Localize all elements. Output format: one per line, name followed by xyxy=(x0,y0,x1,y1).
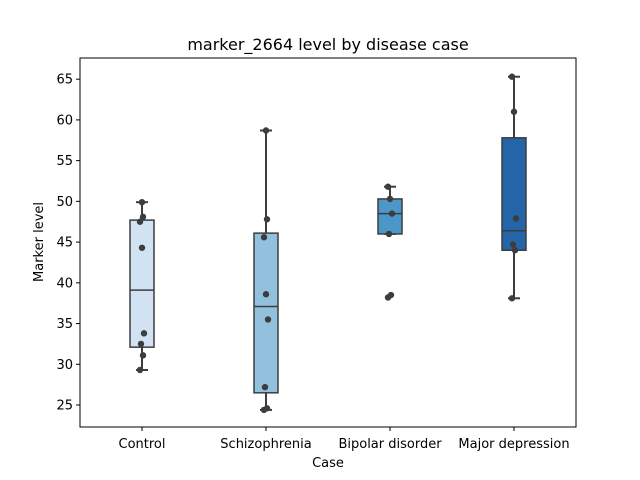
data-point xyxy=(139,213,147,221)
strip-points xyxy=(136,198,148,374)
y-tick-label: 60 xyxy=(56,113,73,128)
box-group xyxy=(129,201,155,371)
data-point xyxy=(385,230,393,238)
x-tick-label: Bipolar disorder xyxy=(338,437,442,452)
box-group xyxy=(377,185,403,300)
y-tick-label: 35 xyxy=(56,317,73,332)
y-tick-label: 40 xyxy=(56,276,73,291)
x-axis: Control Schizophrenia Bipolar disorder Majo… xyxy=(119,427,570,452)
y-tick-label: 45 xyxy=(56,236,73,251)
data-point xyxy=(508,73,516,80)
plot-area xyxy=(129,73,527,414)
box-iqr xyxy=(377,198,403,235)
data-point xyxy=(260,234,268,241)
data-point xyxy=(136,218,144,225)
data-point xyxy=(509,241,517,248)
data-point xyxy=(512,215,520,222)
y-tick-label: 25 xyxy=(56,399,73,414)
data-point xyxy=(263,216,271,223)
y-tick-label: 65 xyxy=(56,73,73,88)
x-axis-label: Case xyxy=(312,456,344,471)
x-tick-label: Major depression xyxy=(458,437,569,452)
box-iqr xyxy=(129,219,155,348)
data-point xyxy=(262,127,270,134)
data-point xyxy=(388,210,396,217)
y-tick-label: 55 xyxy=(56,154,73,169)
data-point xyxy=(510,108,518,115)
data-point xyxy=(386,195,394,203)
data-point xyxy=(139,352,147,359)
data-point xyxy=(261,383,269,391)
data-point xyxy=(136,366,144,374)
data-point xyxy=(140,330,148,337)
box-group xyxy=(501,75,527,300)
data-point xyxy=(511,247,519,254)
data-point xyxy=(138,198,146,206)
data-point xyxy=(263,405,271,412)
x-tick-label: Control xyxy=(119,437,166,452)
box-iqr xyxy=(253,232,279,394)
data-point xyxy=(262,291,270,298)
strip-points xyxy=(384,183,396,301)
strip-points xyxy=(260,127,272,414)
y-axis: 25 30 35 40 45 50 55 60 65 xyxy=(56,73,80,414)
data-point xyxy=(387,291,395,299)
x-tick-label: Schizophrenia xyxy=(220,437,311,452)
data-point xyxy=(264,316,272,323)
strip-points xyxy=(508,73,520,302)
box-group xyxy=(253,129,279,411)
y-axis-label: Marker level xyxy=(32,202,47,282)
data-point xyxy=(384,183,392,190)
box-iqr xyxy=(501,137,527,251)
y-tick-label: 50 xyxy=(56,195,73,210)
chart-title: marker_2664 level by disease case xyxy=(187,35,468,55)
data-point xyxy=(137,340,145,348)
y-tick-label: 30 xyxy=(56,358,73,373)
data-point xyxy=(508,295,516,302)
data-point xyxy=(138,244,146,251)
